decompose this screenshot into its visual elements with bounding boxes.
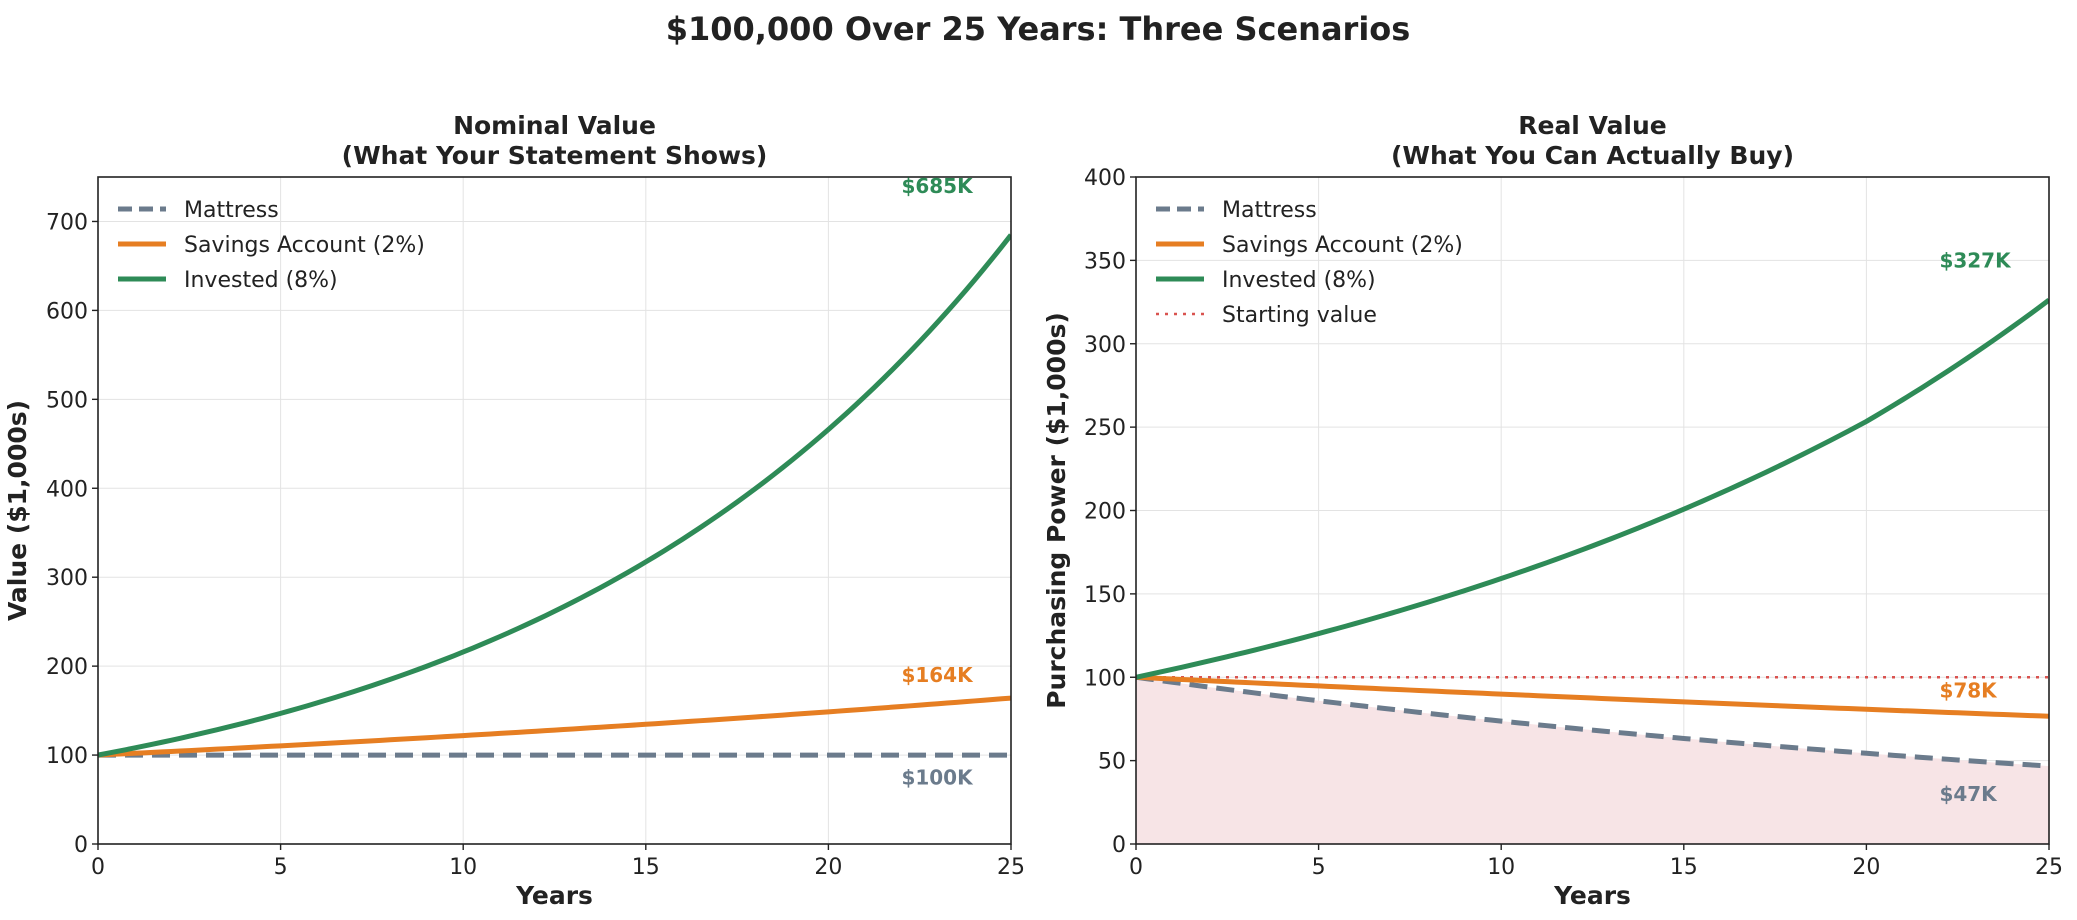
x-tick-label: 25 (2035, 855, 2063, 880)
plot-area (1136, 298, 2049, 844)
axes-frame (97, 176, 1012, 845)
end-value-label: $685K (901, 174, 974, 198)
x-tick-label: 5 (1312, 855, 1326, 880)
y-tick-label: 200 (1084, 500, 1126, 525)
x-tick-label: 20 (1852, 855, 1880, 880)
y-tick-label: 400 (1084, 166, 1126, 191)
chart-title-line: Real Value (1518, 111, 1667, 140)
legend: Mattress Savings Account (2%) Invested (8%… (1156, 198, 1463, 328)
legend-label-starting: Starting value (1222, 303, 1377, 328)
x-tick-label: 10 (449, 855, 477, 880)
savings-line (98, 695, 1011, 758)
nominal-value-chart: Nominal Value(What Your Statement Shows)… (3, 111, 1025, 910)
end-value-label: $47K (1939, 782, 1998, 806)
x-tick-label: 0 (91, 855, 105, 880)
x-tick-label: 0 (1129, 855, 1143, 880)
y-tick-label: 300 (46, 566, 88, 591)
y-tick-label: 100 (1084, 666, 1126, 691)
end-value-label: $164K (901, 663, 974, 687)
y-axis-label: Purchasing Power ($1,000s) (1042, 312, 1071, 709)
mattress-line (1136, 674, 2049, 769)
chart-title-line: (What Your Statement Shows) (342, 141, 768, 170)
x-tick-label: 25 (997, 855, 1025, 880)
x-tick-label: 15 (632, 855, 660, 880)
legend-label-mattress: Mattress (1222, 198, 1317, 223)
y-tick-label: 700 (46, 210, 88, 235)
legend-label-savings: Savings Account (2%) (184, 233, 425, 258)
y-tick-label: 300 (1084, 333, 1126, 358)
end-value-label: $100K (901, 765, 974, 789)
plot-area (98, 233, 1011, 758)
y-tick-label: 250 (1084, 416, 1126, 441)
y-tick-label: 0 (1112, 833, 1126, 858)
y-tick-label: 350 (1084, 249, 1126, 274)
chart-title-line: (What You Can Actually Buy) (1391, 141, 1794, 170)
figure-title: $100,000 Over 25 Years: Three Scenarios (666, 10, 1411, 48)
legend-label-mattress: Mattress (184, 198, 279, 223)
y-tick-label: 600 (46, 299, 88, 324)
end-value-label: $78K (1939, 679, 1998, 703)
y-tick-label: 500 (46, 388, 88, 413)
x-axis-label: Years (515, 881, 593, 910)
y-tick-label: 50 (1098, 750, 1126, 775)
x-tick-label: 10 (1487, 855, 1515, 880)
legend-label-savings: Savings Account (2%) (1222, 233, 1463, 258)
savings-line (1136, 674, 2049, 719)
real-value-chart: Real Value(What You Can Actually Buy) 0 5 1… (1042, 111, 2063, 910)
y-tick-label: 0 (74, 833, 88, 858)
invested-line (98, 233, 1011, 758)
x-tick-label: 15 (1670, 855, 1698, 880)
y-tick-label: 200 (46, 655, 88, 680)
x-axis-label: Years (1553, 881, 1631, 910)
loss-shaded-region (1136, 677, 2049, 844)
x-tick-label: 20 (814, 855, 842, 880)
y-tick-label: 100 (46, 744, 88, 769)
legend-label-invested: Invested (8%) (1222, 268, 1376, 293)
x-tick-label: 5 (274, 855, 288, 880)
y-tick-label: 150 (1084, 583, 1126, 608)
invested-line (1136, 298, 2049, 680)
chart-title-line: Nominal Value (453, 111, 656, 140)
legend-label-invested: Invested (8%) (184, 268, 338, 293)
legend: Mattress Savings Account (2%) Invested (8%… (118, 198, 425, 293)
y-axis-label: Value ($1,000s) (3, 400, 32, 621)
y-tick-label: 400 (46, 477, 88, 502)
end-value-label: $327K (1939, 248, 2012, 272)
